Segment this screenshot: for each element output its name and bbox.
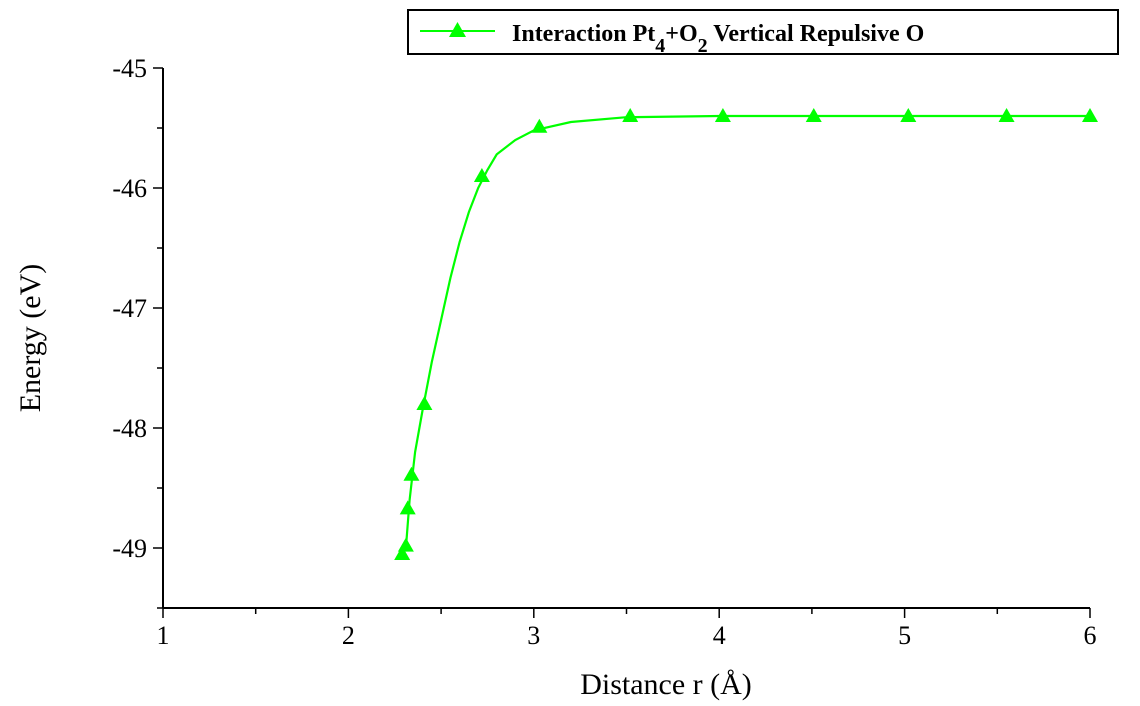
y-tick-label: -48 (112, 414, 147, 443)
data-point (397, 537, 414, 552)
y-tick-label: -49 (112, 534, 147, 563)
data-point (805, 108, 822, 122)
x-tick-label: 3 (527, 621, 540, 650)
data-point (900, 108, 917, 122)
data-point (1082, 108, 1098, 122)
series-line (404, 114, 1090, 549)
y-axis-title: Energy (eV) (14, 264, 47, 413)
legend-box (407, 9, 1119, 55)
x-axis-title: Distance r (Å) (580, 668, 752, 701)
y-tick-label: -46 (112, 174, 147, 203)
legend: Interaction Pt4+O2 Vertical Repulsive O (407, 9, 1119, 57)
legend-marker (449, 22, 466, 37)
data-point (416, 396, 433, 410)
data-point (998, 108, 1015, 122)
x-tick-label: 2 (342, 621, 355, 650)
data-point (403, 466, 420, 481)
data-point (714, 108, 731, 122)
data-point (622, 108, 639, 122)
x-tick-label: 6 (1084, 621, 1097, 650)
data-point (394, 546, 411, 560)
data-point (531, 118, 548, 133)
data-point (399, 500, 416, 515)
x-tick-label: 4 (713, 621, 726, 650)
data-point (473, 168, 490, 182)
x-tick-label: 5 (898, 621, 911, 650)
y-tick-label: -47 (112, 294, 147, 323)
y-tick-label: -45 (112, 54, 147, 83)
legend-label: Interaction Pt4+O2 Vertical Repulsive O (512, 21, 924, 57)
x-tick-label: 1 (157, 621, 170, 650)
